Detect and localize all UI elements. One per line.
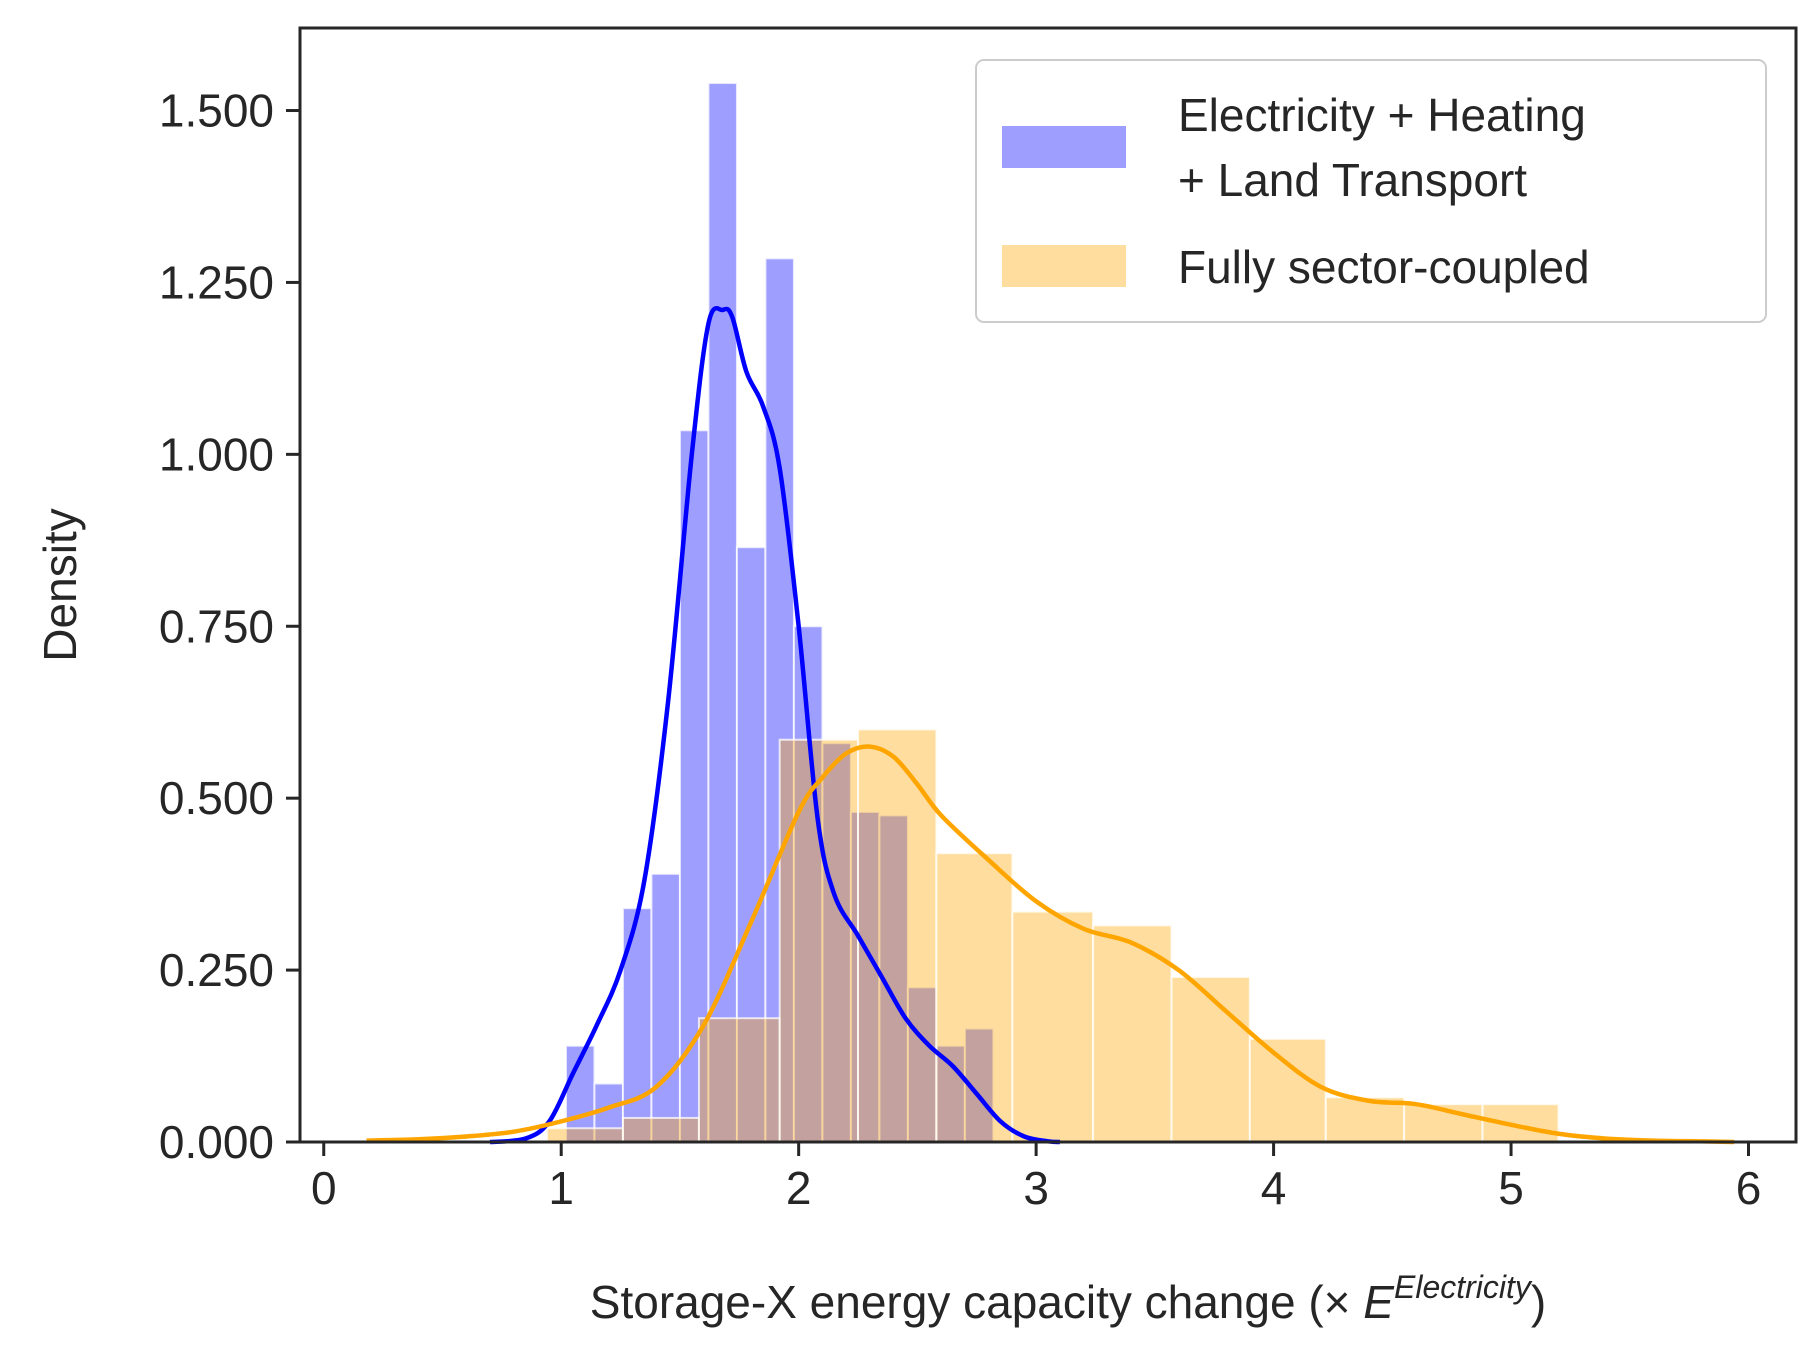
x-tick-label-2: 2	[786, 1162, 812, 1214]
y-tick-label-1: 0.250	[159, 944, 274, 996]
bar-series-0-bin-3	[650, 872, 681, 1143]
bar-series-0-bin-12	[906, 986, 938, 1143]
x-axis-label: Storage-X energy capacity change (× EEle…	[590, 1269, 1546, 1328]
x-tick-label-0: 0	[311, 1162, 337, 1214]
x-axis-label-math-sup: Electricity	[1394, 1269, 1533, 1305]
plot-frame	[298, 26, 1798, 1144]
y-axis-label: Density	[34, 508, 86, 661]
legend-swatch-electricity-heating-transport	[1002, 126, 1126, 168]
bar-series-1-bin-6	[1011, 910, 1095, 1143]
bar-series-1-bin-9	[1248, 1037, 1327, 1143]
legend-label-fully-sector-coupled: Fully sector-coupled	[1178, 241, 1590, 293]
kde-line-series-0	[489, 305, 1060, 1145]
x-tick-label-3: 3	[1023, 1162, 1049, 1214]
y-tick-label-3: 0.750	[159, 600, 274, 652]
x-axis-label-text: Storage-X energy capacity change (×	[590, 1276, 1364, 1328]
bar-series-1-bin-5	[935, 852, 1014, 1143]
legend: Electricity + Heating + Land Transport F…	[975, 59, 1767, 323]
x-tick-label-6: 6	[1736, 1162, 1762, 1214]
kde-line-series-1	[366, 744, 1735, 1145]
bar-series-1-bin-1	[621, 1116, 700, 1144]
y-tick-label-6: 1.500	[159, 85, 274, 137]
bar-series-0-bin-9	[821, 742, 852, 1144]
y-tick-label-2: 0.500	[159, 772, 274, 824]
y-tick-label-0: 0.000	[159, 1116, 274, 1168]
y-axis: 0.000 0.250 0.500 0.750 1.000 1.250 1.500	[159, 85, 300, 1168]
legend-label-line-2: + Land Transport	[1178, 154, 1527, 206]
x-tick-label-5: 5	[1498, 1162, 1524, 1214]
x-axis: 0 1 2 3 4 5 6	[311, 1142, 1761, 1214]
x-tick-label-1: 1	[548, 1162, 574, 1214]
y-tick-label-5: 1.250	[159, 256, 274, 308]
kde-curves	[366, 305, 1735, 1145]
legend-label-line-1: Electricity + Heating	[1178, 89, 1586, 141]
bar-series-1-bin-2	[697, 1017, 781, 1144]
bar-series-1-bin-3	[778, 738, 860, 1143]
bar-series-1-bin-0	[545, 1127, 624, 1144]
legend-swatch-fully-sector-coupled	[1002, 245, 1126, 287]
bar-series-1-bin-8	[1170, 975, 1251, 1143]
x-axis-label-math-base: E	[1363, 1276, 1395, 1328]
x-tick-label-4: 4	[1261, 1162, 1287, 1214]
legend-box	[975, 59, 1767, 323]
y-tick-label-4: 1.000	[159, 428, 274, 480]
x-axis-label-close: )	[1531, 1276, 1546, 1328]
